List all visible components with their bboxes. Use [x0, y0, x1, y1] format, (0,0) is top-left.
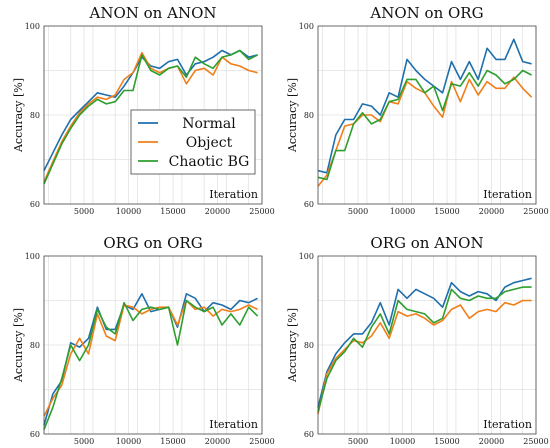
series-line-chaotic-bg [317, 69, 532, 181]
series-line-object [43, 299, 258, 417]
series-line-normal [43, 49, 258, 171]
legend-label: Object [186, 135, 233, 151]
x-tick-label: 25000 [523, 207, 548, 216]
y-tick-label: 80 [30, 341, 40, 350]
chart-title: ANON on ORG [369, 4, 483, 22]
y-tick-label: 80 [30, 111, 40, 120]
y-axis-label: Accuracy [%] [12, 308, 25, 383]
plot-frame [317, 255, 537, 435]
x-tick-label: 5000 [74, 207, 94, 216]
y-axis-label: Accuracy [%] [286, 78, 299, 153]
series-line-normal [43, 292, 258, 426]
x-tick-label: 10000 [116, 207, 141, 216]
x-axis-label: Iteration [209, 418, 258, 431]
y-tick-label: 80 [304, 341, 314, 350]
x-tick-label: 25000 [249, 437, 274, 446]
y-tick-label: 60 [30, 200, 40, 209]
series-line-object [317, 299, 532, 415]
x-tick-label: 5000 [348, 437, 368, 446]
x-tick-label: 15000 [434, 437, 459, 446]
x-tick-label: 10000 [116, 437, 141, 446]
y-axis-label: Accuracy [%] [286, 308, 299, 383]
x-tick-label: 20000 [479, 437, 504, 446]
y-tick-label: 100 [25, 22, 40, 31]
chart-title: ORG on ORG [103, 234, 202, 252]
chart-panel-1: 5000 10000 15000 20000 25000 60 80 100 ANON on A… [12, 4, 275, 216]
x-tick-label: 5000 [74, 437, 94, 446]
y-tick-label: 100 [299, 252, 314, 261]
x-tick-label: 10000 [390, 437, 415, 446]
x-tick-label: 25000 [249, 207, 274, 216]
x-axis-label: Iteration [483, 418, 532, 431]
series-line-chaotic-bg [43, 299, 259, 430]
plot-frame [43, 255, 263, 435]
x-axis-label: Iteration [483, 188, 532, 201]
x-tick-label: 10000 [390, 207, 415, 216]
y-tick-label: 60 [304, 200, 314, 209]
y-tick-label: 60 [30, 430, 40, 439]
chart-title: ORG on ANON [370, 234, 483, 252]
x-tick-label: 15000 [160, 437, 185, 446]
y-tick-label: 60 [304, 430, 314, 439]
series-line-chaotic-bg [43, 49, 258, 185]
x-tick-label: 15000 [434, 207, 459, 216]
y-tick-label: 100 [25, 252, 40, 261]
x-tick-label: 20000 [205, 437, 230, 446]
legend-label: Normal [182, 116, 236, 132]
chart-panel-3: 5000 10000 15000 20000 25000 60 80 100 ORG on OR… [12, 234, 275, 446]
y-tick-label: 80 [304, 111, 314, 120]
chart-panel-2: 5000 10000 15000 20000 25000 60 80 100 ANON on O… [286, 4, 549, 216]
series-line-chaotic-bg [317, 286, 532, 413]
x-tick-label: 20000 [205, 207, 230, 216]
x-tick-label: 15000 [160, 207, 185, 216]
series-line-normal [317, 38, 532, 174]
plot-frame [43, 25, 263, 205]
series-line-normal [317, 277, 532, 408]
x-axis-label: Iteration [209, 188, 258, 201]
y-tick-label: 100 [299, 22, 314, 31]
x-tick-label: 5000 [348, 207, 368, 216]
y-axis-label: Accuracy [%] [12, 78, 25, 153]
x-tick-label: 20000 [479, 207, 504, 216]
chart-panel-4: 5000 10000 15000 20000 25000 60 80 100 ORG on AN… [286, 234, 549, 446]
chart-title: ANON on ANON [89, 4, 217, 22]
legend-label: Chaotic BG [169, 154, 250, 170]
legend: Normal Object Chaotic BG [130, 109, 256, 175]
plot-frame [317, 25, 537, 205]
x-tick-label: 25000 [523, 437, 548, 446]
